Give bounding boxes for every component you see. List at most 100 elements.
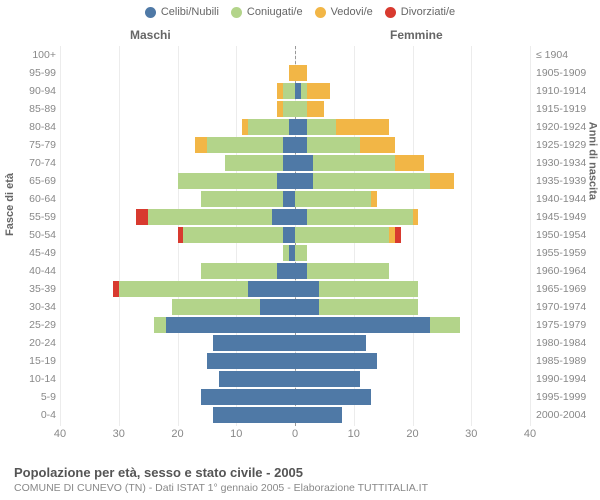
age-label: 15-19 [16, 356, 56, 367]
pyramid-row [60, 82, 530, 100]
age-label: 65-69 [16, 176, 56, 187]
birth-year-label: 1970-1974 [536, 302, 596, 313]
birth-year-label: 1905-1909 [536, 68, 596, 79]
pyramid-row [60, 244, 530, 262]
legend-label: Divorziati/e [401, 6, 455, 18]
female-bar [295, 101, 324, 117]
birth-year-label: 1915-1919 [536, 104, 596, 115]
bar-segment [295, 101, 307, 117]
bar-segment [248, 281, 295, 297]
female-bar [295, 227, 401, 243]
bar-segment [295, 407, 342, 423]
age-label: 70-74 [16, 158, 56, 169]
legend-label: Coniugati/e [247, 6, 303, 18]
bar-segment [277, 173, 295, 189]
age-label: 10-14 [16, 374, 56, 385]
age-label: 20-24 [16, 338, 56, 349]
female-bar [295, 407, 342, 423]
bar-segment [307, 83, 331, 99]
bar-segment [295, 209, 307, 225]
age-label: 35-39 [16, 284, 56, 295]
pyramid-row [60, 406, 530, 424]
age-label: 25-29 [16, 320, 56, 331]
pyramid-row [60, 352, 530, 370]
bar-segment [295, 227, 389, 243]
birth-year-label: 1950-1954 [536, 230, 596, 241]
male-bar [195, 137, 295, 153]
bar-segment [248, 119, 289, 135]
pyramid-row [60, 316, 530, 334]
pyramid-row [60, 64, 530, 82]
bar-segment [295, 263, 307, 279]
female-bar [295, 389, 371, 405]
bar-segment [213, 407, 295, 423]
bar-segment [295, 335, 366, 351]
bar-segment [413, 209, 419, 225]
male-bar [201, 191, 295, 207]
birth-year-label: 1920-1924 [536, 122, 596, 133]
bar-segment [336, 119, 389, 135]
legend: Celibi/NubiliConiugati/eVedovi/eDivorzia… [0, 6, 600, 21]
male-bar [178, 173, 296, 189]
birth-year-label: 1910-1914 [536, 86, 596, 97]
bar-segment [272, 209, 296, 225]
chart-title: Popolazione per età, sesso e stato civil… [14, 465, 428, 480]
population-pyramid-chart: { "legend": [ { "label": "Celibi/Nubili"… [0, 0, 600, 500]
age-label: 100+ [16, 50, 56, 61]
bar-segment [225, 155, 284, 171]
pyramid-row [60, 370, 530, 388]
female-bar [295, 65, 307, 81]
female-bar [295, 155, 424, 171]
birth-year-label: 1980-1984 [536, 338, 596, 349]
pyramid-row [60, 118, 530, 136]
chart-subtitle: COMUNE DI CUNEVO (TN) - Dati ISTAT 1° ge… [14, 482, 428, 494]
birth-year-label: ≤ 1904 [536, 50, 596, 61]
bar-segment [313, 173, 431, 189]
female-bar [295, 371, 360, 387]
pyramid-row [60, 136, 530, 154]
bar-segment [295, 299, 319, 315]
bar-segment [283, 137, 295, 153]
bar-segment [201, 191, 283, 207]
bar-segment [295, 389, 371, 405]
bar-segment [307, 101, 325, 117]
age-label: 90-94 [16, 86, 56, 97]
x-tick-label: 40 [54, 428, 66, 440]
bar-segment [260, 299, 295, 315]
legend-item: Coniugati/e [231, 6, 303, 18]
age-label: 30-34 [16, 302, 56, 313]
bar-segment [307, 119, 336, 135]
gridline [530, 46, 531, 426]
legend-dot [385, 7, 396, 18]
bar-segment [283, 155, 295, 171]
bar-segment [295, 65, 307, 81]
birth-year-label: 1955-1959 [536, 248, 596, 259]
age-label: 60-64 [16, 194, 56, 205]
female-bar [295, 137, 395, 153]
female-bar [295, 191, 377, 207]
male-bar [207, 353, 295, 369]
female-bar [295, 83, 330, 99]
male-bar [213, 407, 295, 423]
pyramid-row [60, 208, 530, 226]
bar-segment [430, 173, 454, 189]
female-bar [295, 299, 418, 315]
birth-year-label: 1940-1944 [536, 194, 596, 205]
age-label: 50-54 [16, 230, 56, 241]
male-bar [201, 263, 295, 279]
birth-year-label: 1945-1949 [536, 212, 596, 223]
bar-segment [213, 335, 295, 351]
bar-segment [307, 263, 389, 279]
bar-segment [195, 137, 207, 153]
bar-segment [295, 191, 371, 207]
male-bar [277, 83, 295, 99]
age-label: 45-49 [16, 248, 56, 259]
chart-area [60, 46, 530, 426]
birth-year-label: 1990-1994 [536, 374, 596, 385]
birth-year-label: 1985-1989 [536, 356, 596, 367]
bar-segment [219, 371, 295, 387]
pyramid-row [60, 280, 530, 298]
female-header: Femmine [390, 28, 443, 42]
bar-segment [360, 137, 395, 153]
age-label: 55-59 [16, 212, 56, 223]
